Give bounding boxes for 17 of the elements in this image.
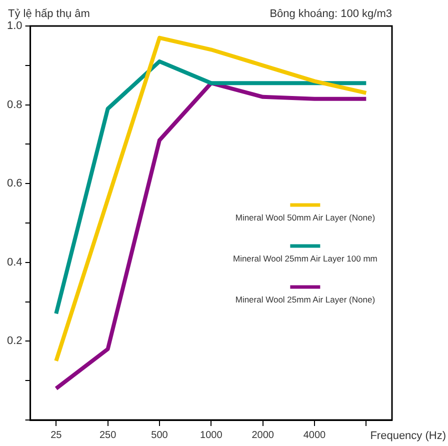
y-tick-label: 0.2 — [6, 335, 22, 348]
x-tick-label: 25 — [50, 430, 62, 441]
chart-subtitle: Bông khoáng: 100 kg/m3 — [270, 8, 392, 20]
legend-label: Mineral Wool 25mm Air Layer 100 mm — [232, 254, 378, 264]
legend-label: Mineral Wool 25mm Air Layer (None) — [235, 294, 376, 305]
y-tick-label: 1.0 — [6, 20, 22, 32]
x-tick-label: 1000 — [200, 430, 223, 441]
y-axis-title: Tỷ lệ hấp thụ âm — [8, 8, 90, 20]
x-tick-label: 500 — [151, 430, 168, 441]
legend-label: Mineral Wool 50mm Air Layer (None) — [235, 212, 376, 223]
x-tick-label: 250 — [99, 430, 117, 441]
y-tick-label: 0.6 — [6, 178, 22, 190]
y-tick-label: 0.8 — [6, 98, 22, 111]
x-axis-title: Frequency (Hz) — [370, 430, 446, 442]
x-tick-label: 4000 — [303, 430, 326, 441]
x-tick-label: 2000 — [252, 430, 274, 441]
y-tick-label: 0.4 — [6, 256, 22, 268]
